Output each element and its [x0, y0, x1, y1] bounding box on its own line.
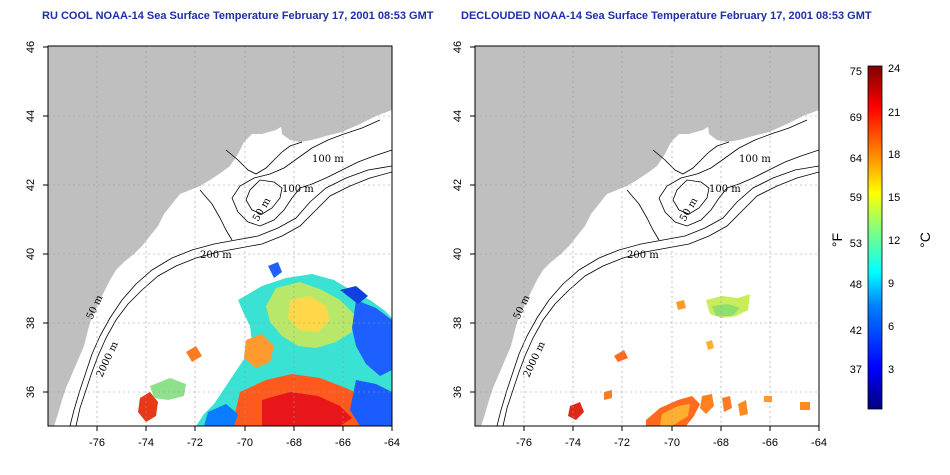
lon-tick-label: -66: [335, 437, 351, 449]
fahrenheit-ticks: 75 69 64 59 53 48 42 37: [850, 66, 862, 376]
map-frame: [47, 45, 393, 427]
fahrenheit-tick-label: 48: [850, 279, 862, 291]
celsius-tick-label: 9: [888, 278, 894, 290]
longitude-tick-labels: -76 -74 -72 -70 -68 -66 -64: [89, 437, 400, 449]
map-title-left: RU COOL NOAA-14 Sea Surface Temperature …: [42, 10, 434, 22]
lat-tick-label: 40: [25, 248, 37, 260]
land-mass: [475, 46, 819, 426]
contour-label: 100 m: [709, 184, 741, 195]
lat-tick-label: 38: [452, 317, 464, 329]
axis-ticks: [470, 46, 820, 431]
celsius-tick-label: 21: [888, 107, 900, 119]
celsius-tick-label: 24: [888, 63, 900, 75]
lon-tick-label: -68: [286, 437, 302, 449]
lat-tick-label: 36: [452, 386, 464, 398]
contour-label: 100 m: [312, 154, 344, 165]
lat-tick-label: 36: [25, 386, 37, 398]
latitude-tick-labels: 46 44 42 40 38 36: [25, 41, 37, 398]
lat-tick-label: 42: [452, 179, 464, 191]
lon-tick-label: -74: [138, 437, 154, 449]
sst-data-patches: [568, 294, 810, 426]
lon-tick-label: -76: [89, 437, 105, 449]
lat-tick-label: 46: [452, 41, 464, 53]
celsius-tick-label: 18: [888, 149, 900, 161]
lat-tick-label: 46: [25, 41, 37, 53]
longitude-tick-labels: -76 -74 -72 -70 -68 -66 -64: [516, 437, 827, 449]
contour-label: 200 m: [627, 250, 659, 261]
contour-label: 100 m: [282, 184, 314, 195]
fahrenheit-unit-label: °F: [829, 233, 845, 247]
land-mass: [48, 46, 392, 426]
lat-tick-label: 44: [452, 110, 464, 122]
fahrenheit-tick-label: 64: [850, 153, 862, 165]
contour-label: 100 m: [739, 154, 771, 165]
lon-tick-label: -70: [664, 437, 680, 449]
lon-tick-label: -66: [762, 437, 778, 449]
fahrenheit-tick-label: 53: [850, 238, 862, 250]
lon-tick-label: -68: [713, 437, 729, 449]
land-nova-scotia: [707, 56, 819, 142]
lon-tick-label: -64: [384, 437, 400, 449]
bathymetry-contours: [496, 119, 819, 426]
lon-tick-label: -64: [811, 437, 827, 449]
fahrenheit-tick-label: 69: [850, 112, 862, 124]
lat-tick-label: 38: [25, 317, 37, 329]
axis-ticks: [43, 46, 393, 431]
celsius-tick-label: 15: [888, 192, 900, 204]
fahrenheit-tick-label: 37: [850, 364, 862, 376]
celsius-unit-label: °C: [917, 232, 933, 248]
lon-tick-label: -72: [187, 437, 203, 449]
map-panel-right: 100 m 100 m 50 m 200 m 50 m 2000 m 46 44…: [452, 41, 827, 449]
map-title-right: DECLOUDED NOAA-14 Sea Surface Temperatur…: [461, 10, 872, 22]
fahrenheit-tick-label: 42: [850, 325, 862, 337]
fahrenheit-tick-label: 75: [850, 66, 862, 78]
map-frame: [474, 45, 820, 427]
celsius-tick-label: 6: [888, 321, 894, 333]
lon-tick-label: -72: [614, 437, 630, 449]
graticule-grid: [475, 46, 819, 426]
lon-tick-label: -76: [516, 437, 532, 449]
lat-tick-label: 42: [25, 179, 37, 191]
celsius-tick-label: 12: [888, 235, 900, 247]
celsius-ticks: 24 21 18 15 12 9 6 3: [888, 63, 900, 376]
lat-tick-label: 44: [25, 110, 37, 122]
temperature-colorbar: 75 69 64 59 53 48 42 37 24 21 18 15 12 9…: [829, 63, 933, 410]
bathymetry-contours: [69, 119, 392, 426]
colorbar-gradient: [867, 65, 883, 410]
contour-label: 200 m: [200, 250, 232, 261]
graticule-grid: [48, 46, 392, 426]
lat-tick-label: 40: [452, 248, 464, 260]
land-nova-scotia: [280, 56, 392, 142]
lon-tick-label: -74: [565, 437, 581, 449]
lon-tick-label: -70: [237, 437, 253, 449]
map-panel-left: 100 m 100 m 50 m 200 m 50 m 2000 m 46 44…: [25, 41, 400, 449]
latitude-tick-labels: 46 44 42 40 38 36: [452, 41, 464, 398]
fahrenheit-tick-label: 59: [850, 192, 862, 204]
celsius-tick-label: 3: [888, 364, 894, 376]
